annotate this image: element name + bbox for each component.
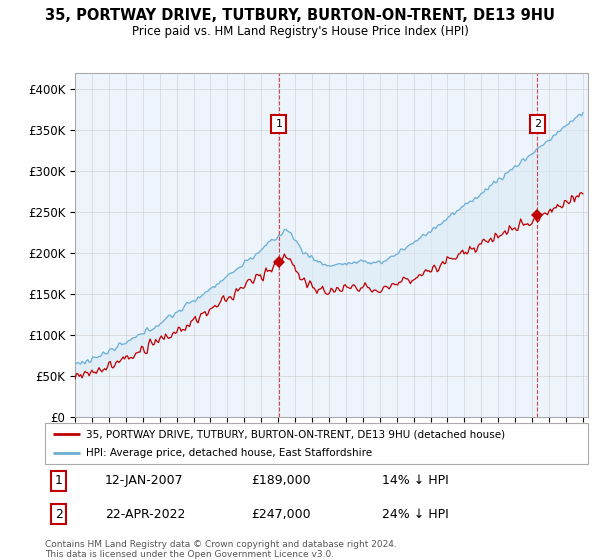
Text: £189,000: £189,000 — [251, 474, 311, 487]
Text: 2: 2 — [534, 119, 541, 129]
Text: 35, PORTWAY DRIVE, TUTBURY, BURTON-ON-TRENT, DE13 9HU: 35, PORTWAY DRIVE, TUTBURY, BURTON-ON-TR… — [45, 8, 555, 24]
Text: 12-JAN-2007: 12-JAN-2007 — [105, 474, 184, 487]
Text: 1: 1 — [275, 119, 283, 129]
Text: 1: 1 — [55, 474, 62, 487]
Text: 2: 2 — [55, 507, 62, 521]
Text: HPI: Average price, detached house, East Staffordshire: HPI: Average price, detached house, East… — [86, 448, 372, 458]
Text: Contains HM Land Registry data © Crown copyright and database right 2024.
This d: Contains HM Land Registry data © Crown c… — [45, 540, 397, 559]
FancyBboxPatch shape — [45, 423, 588, 464]
Text: 24% ↓ HPI: 24% ↓ HPI — [382, 507, 448, 521]
Text: 14% ↓ HPI: 14% ↓ HPI — [382, 474, 448, 487]
Text: 22-APR-2022: 22-APR-2022 — [105, 507, 185, 521]
Text: 35, PORTWAY DRIVE, TUTBURY, BURTON-ON-TRENT, DE13 9HU (detached house): 35, PORTWAY DRIVE, TUTBURY, BURTON-ON-TR… — [86, 430, 505, 439]
Text: Price paid vs. HM Land Registry's House Price Index (HPI): Price paid vs. HM Land Registry's House … — [131, 25, 469, 38]
Text: £247,000: £247,000 — [251, 507, 311, 521]
